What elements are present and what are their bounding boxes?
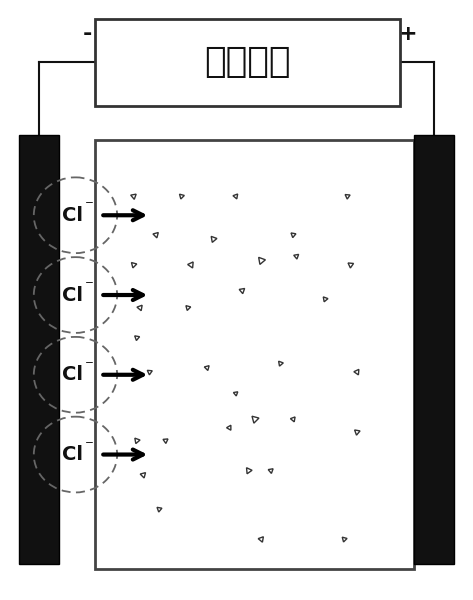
Text: Cl: Cl: [62, 206, 83, 225]
Text: Cl: Cl: [62, 445, 83, 464]
Text: Cl: Cl: [62, 365, 83, 384]
Text: $^{-}$: $^{-}$: [85, 439, 95, 454]
Text: $^{-}$: $^{-}$: [85, 280, 95, 295]
Text: $^{-}$: $^{-}$: [85, 200, 95, 215]
Text: $^{-}$: $^{-}$: [85, 359, 95, 374]
Bar: [96, 19, 400, 106]
Bar: [414, 136, 455, 564]
Bar: [96, 140, 414, 569]
Text: +: +: [398, 24, 417, 44]
Text: Cl: Cl: [62, 286, 83, 305]
Bar: [18, 136, 59, 564]
Text: 直流电源: 直流电源: [204, 45, 291, 79]
Text: -: -: [83, 24, 92, 44]
